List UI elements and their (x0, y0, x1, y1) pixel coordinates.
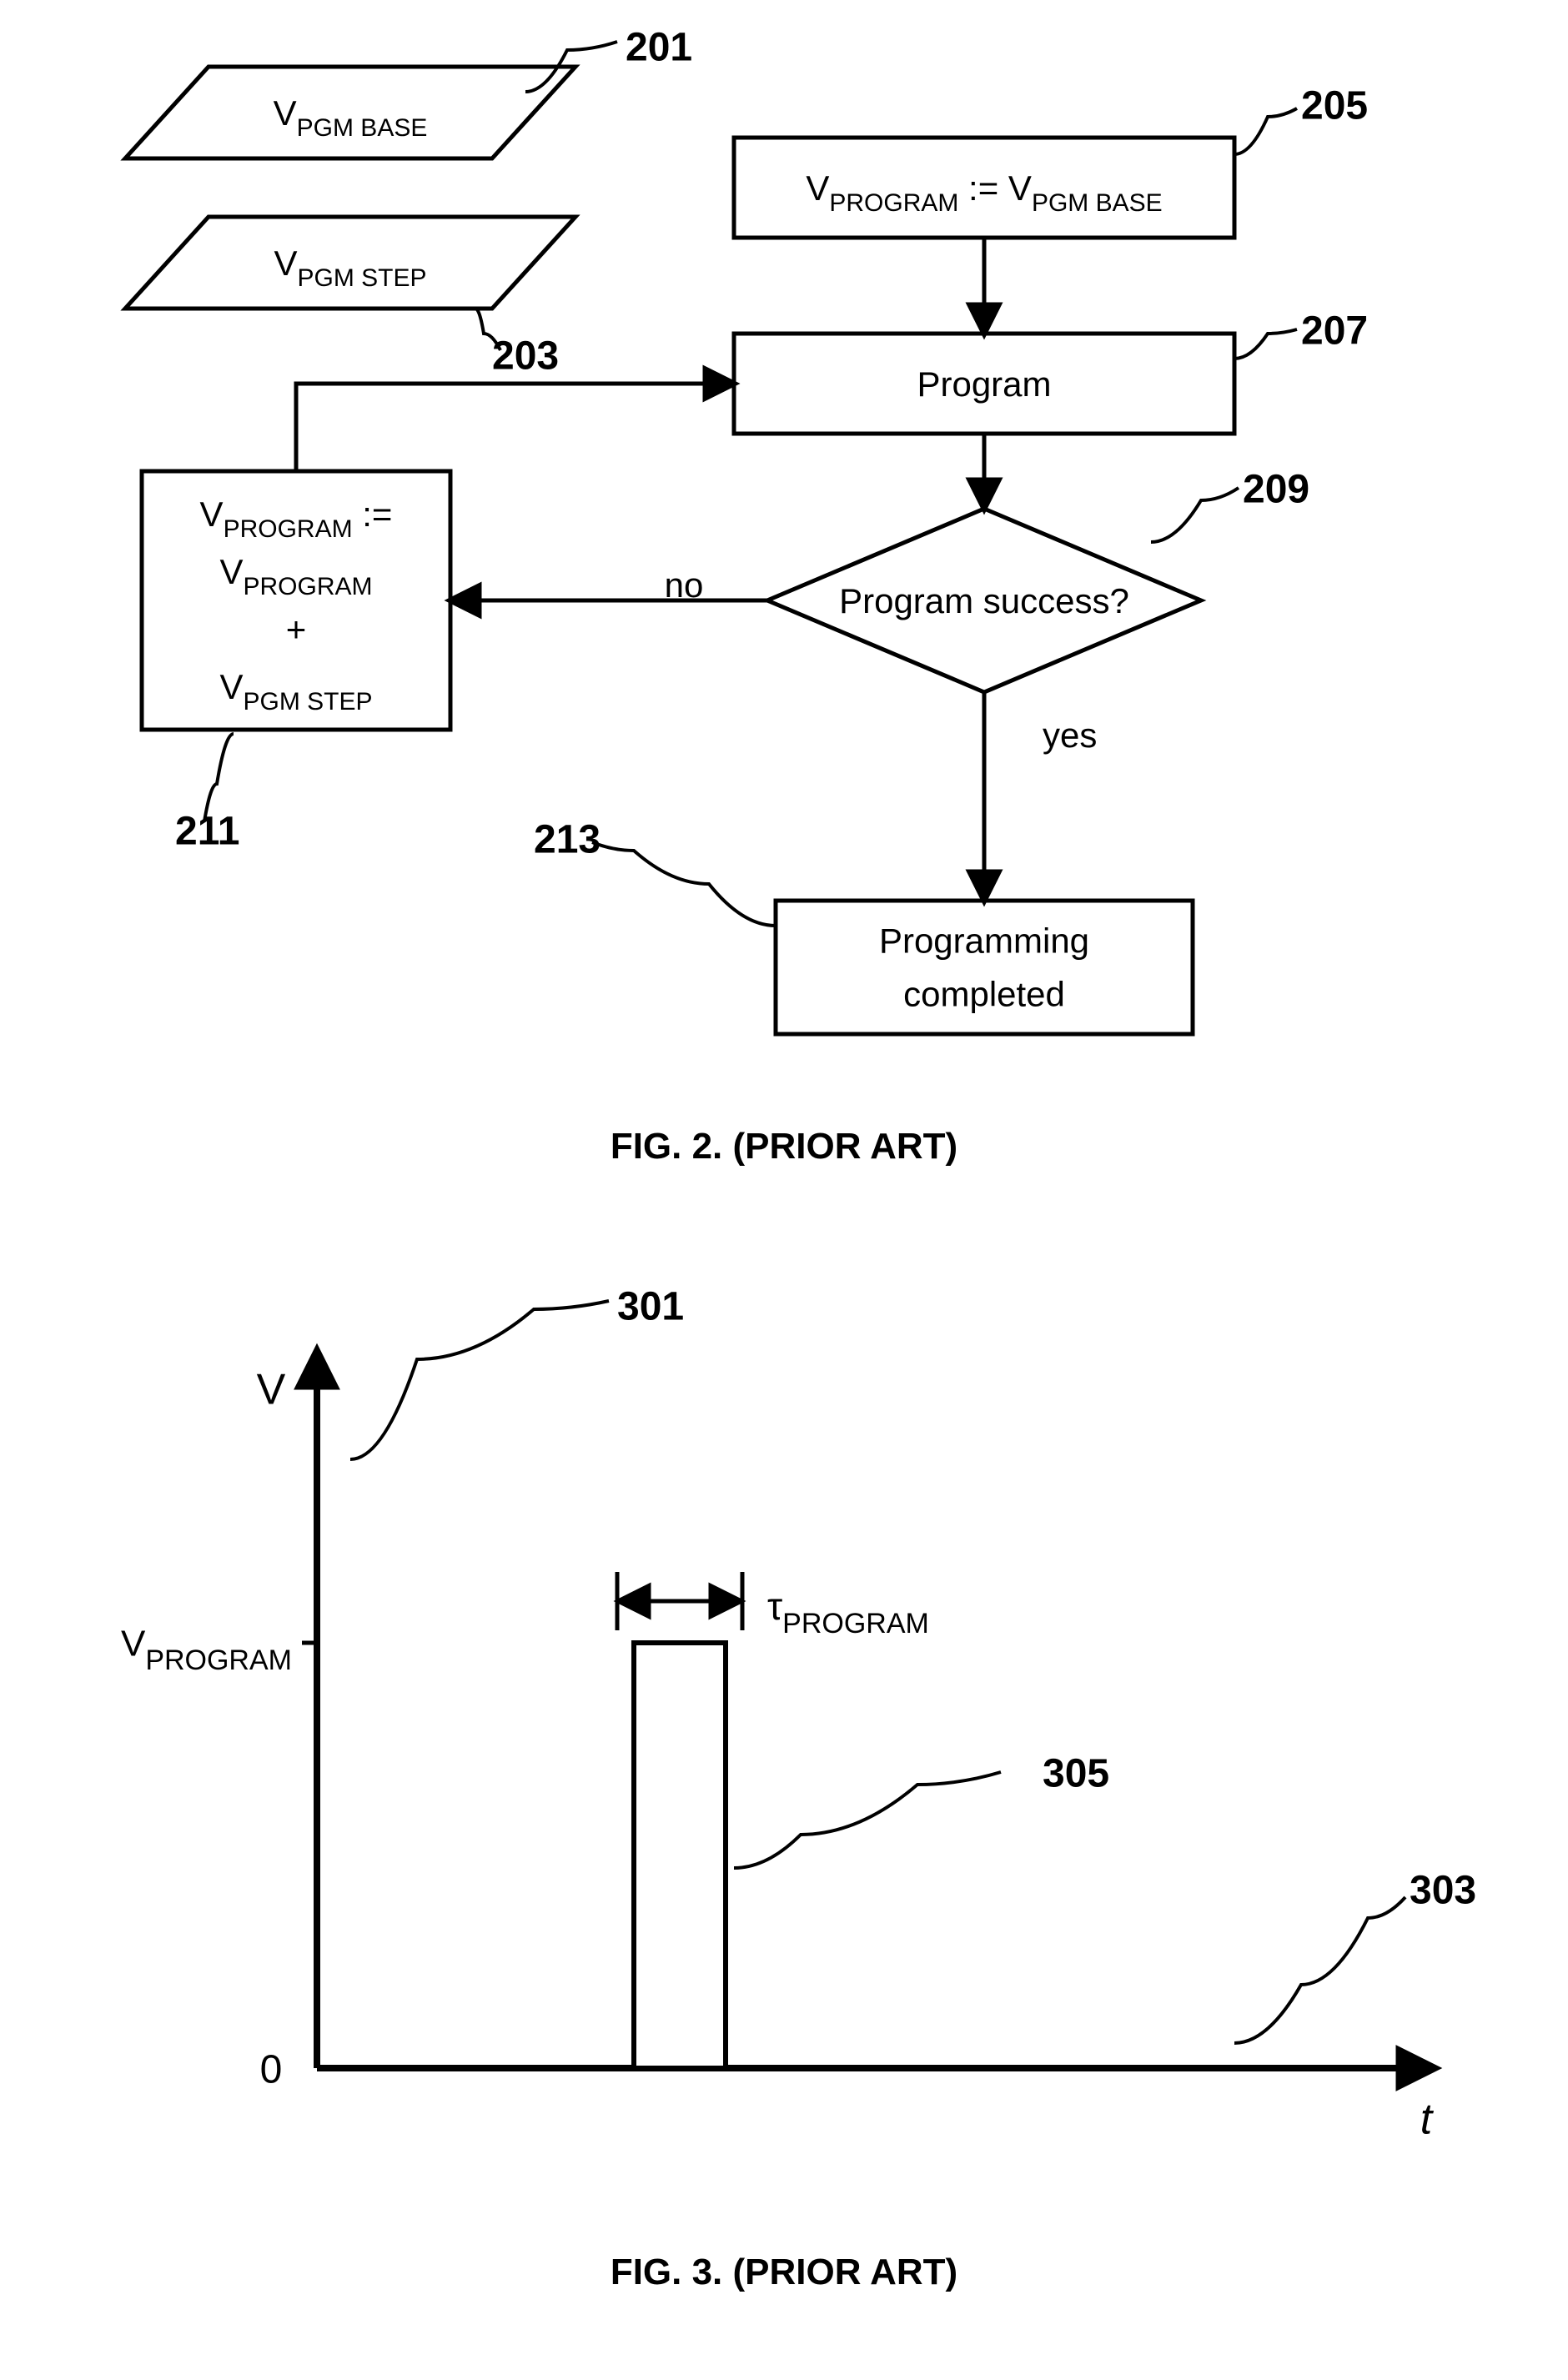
ref-209: 209 (1243, 468, 1309, 512)
fig3-caption: FIG. 3. (PRIOR ART) (0, 2252, 1568, 2293)
label: yes (1043, 716, 1097, 755)
ref-205: 205 (1301, 84, 1368, 128)
leader-line (350, 1301, 609, 1459)
y-axis-label: V (257, 1366, 286, 1414)
label: Program success? (839, 581, 1129, 620)
flowchart-data (125, 67, 575, 158)
leader-line (1151, 488, 1239, 542)
ref-303: 303 (1410, 1869, 1476, 1913)
ref-203: 203 (492, 334, 559, 379)
leader-line (1234, 108, 1297, 154)
origin-label: 0 (260, 2048, 283, 2092)
label: Programming (879, 921, 1089, 960)
flowchart-data (125, 217, 575, 309)
leader-line (475, 309, 500, 350)
fig2-caption: FIG. 2. (PRIOR ART) (0, 1126, 1568, 1167)
leader-line (1234, 329, 1297, 359)
ref-207: 207 (1301, 309, 1368, 354)
ref-305: 305 (1043, 1752, 1109, 1796)
leader-line (204, 734, 234, 821)
label: completed (903, 974, 1065, 1013)
tau-label: τPROGRAM (767, 1584, 929, 1639)
ref-201: 201 (626, 26, 692, 70)
ref-213: 213 (534, 818, 601, 862)
leader-line (592, 842, 776, 926)
ref-301: 301 (617, 1285, 684, 1329)
vprogram-label: VPROGRAM (121, 1624, 292, 1676)
pulse (634, 1643, 726, 2068)
x-axis-label: t (1420, 2096, 1435, 2144)
leader-line (1234, 1897, 1405, 2043)
flow-arrow (296, 384, 734, 471)
ref-211: 211 (175, 810, 239, 854)
leader-line (734, 1772, 1001, 1868)
label: Program (917, 364, 1051, 404)
diagram-canvas: VPGM BASE201VPGM STEP203VPROGRAM := VPGM… (0, 0, 1568, 2380)
page: VPGM BASE201VPGM STEP203VPROGRAM := VPGM… (0, 0, 1568, 2380)
label: + (286, 610, 307, 649)
